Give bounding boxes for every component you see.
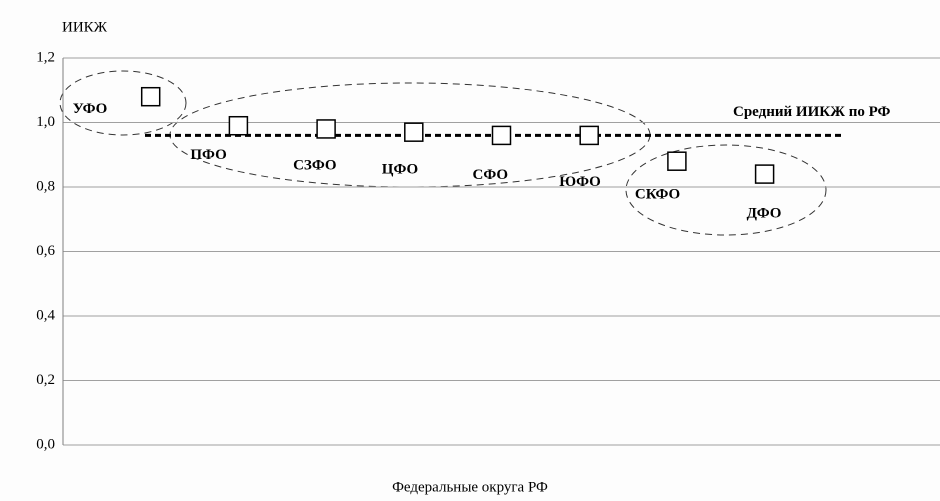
y-tick-label: 1,0: [36, 114, 55, 130]
point: [491, 125, 512, 146]
x-axis-label: Федеральные округа РФ: [392, 479, 548, 495]
point: [140, 86, 161, 107]
y-tick-label: 0,6: [36, 243, 55, 259]
y-tick-label: 0,4: [36, 307, 55, 323]
y-tick-label: 0,8: [36, 178, 55, 194]
point-label: СФО: [473, 167, 509, 183]
point-label: ЮФО: [559, 174, 601, 190]
point: [754, 164, 775, 184]
point: [667, 151, 687, 171]
point-label: ДФО: [747, 206, 782, 222]
y-tick-label: 0,0: [36, 436, 55, 452]
point: [404, 122, 424, 142]
point-label: ЦФО: [382, 162, 418, 178]
point: [579, 125, 599, 146]
point-label: СЗФО: [293, 157, 336, 173]
point: [228, 115, 249, 136]
y-tick-label: 1,2: [36, 49, 55, 65]
average-label: Средний ИИКЖ по РФ: [733, 104, 890, 120]
point: [316, 119, 336, 139]
y-axis-label: ИИКЖ: [62, 19, 108, 35]
group-ellipse: [625, 144, 827, 236]
point-label: ПФО: [190, 147, 226, 163]
group-ellipse: [59, 70, 187, 136]
y-tick-label: 0,2: [36, 372, 55, 388]
point-label: УФО: [73, 101, 108, 117]
point-label: СКФО: [635, 187, 680, 203]
